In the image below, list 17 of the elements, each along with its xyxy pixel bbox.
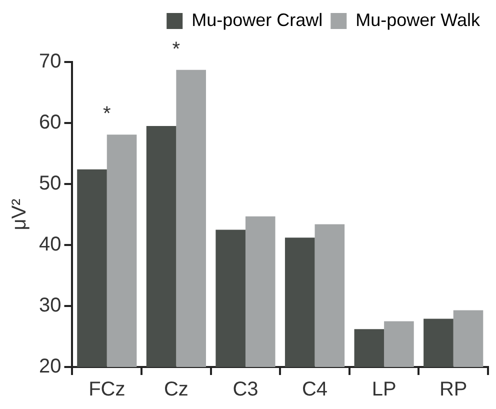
annotation: *: [172, 38, 180, 60]
y-tick-label: 30: [38, 294, 62, 317]
y-tick-label: 60: [38, 112, 62, 134]
legend-label: Mu-power Crawl: [192, 10, 323, 30]
x-tick-label: C3: [232, 378, 258, 401]
x-tick-label: Cz: [164, 378, 188, 401]
x-tick-label: FCz: [88, 378, 126, 401]
x-tick-label: C4: [302, 378, 328, 401]
y-tick-label: 40: [38, 234, 62, 256]
annotation: *: [102, 103, 111, 126]
y-tick-label: 20: [38, 356, 62, 378]
y-tick-label: 50: [38, 172, 62, 195]
x-tick-label: RP: [439, 378, 468, 401]
y-tick-label: 70: [38, 50, 62, 73]
x-tick-label: LP: [372, 378, 396, 401]
y-axis-title: μV²: [8, 198, 31, 230]
legend-label: Mu-power Walk: [356, 10, 481, 30]
